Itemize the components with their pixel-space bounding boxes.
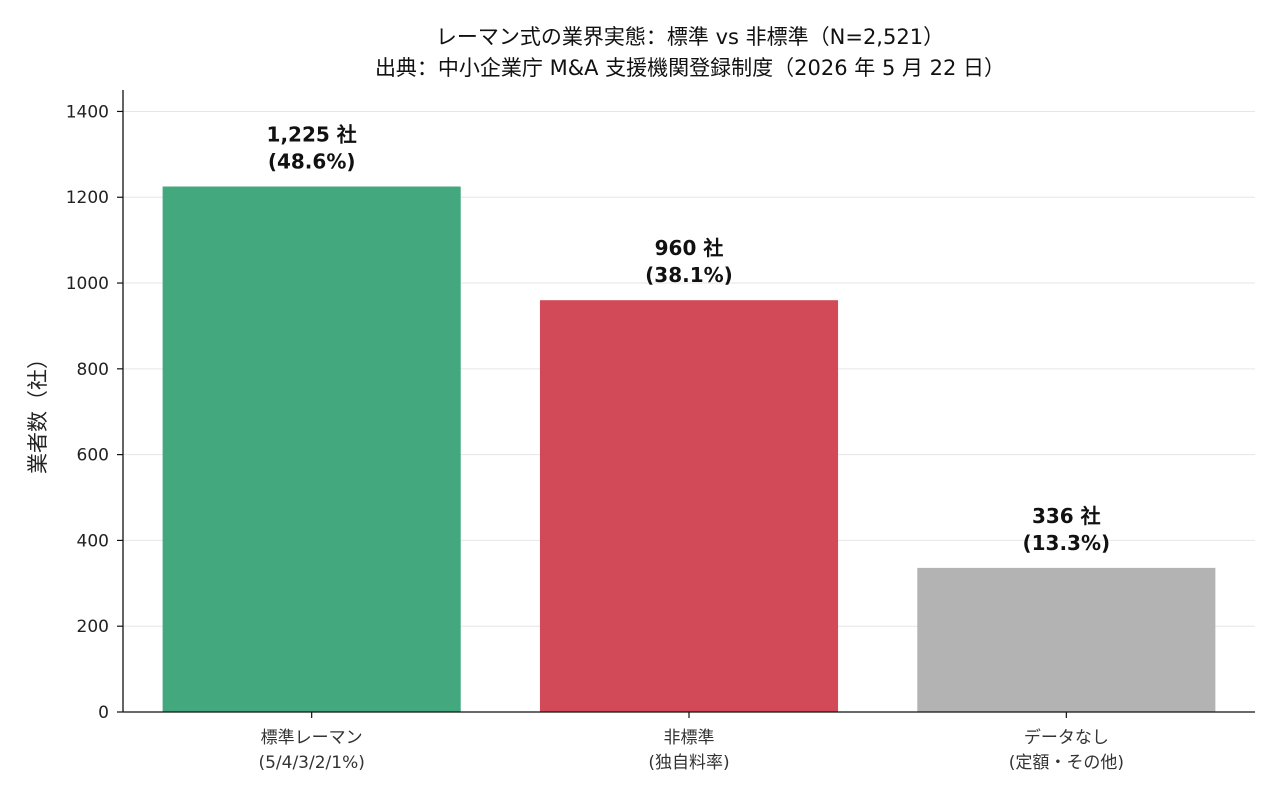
y-tick-label: 0 [98,703,109,723]
y-tick-label: 400 [77,531,109,551]
data-label: (38.1%) [645,263,733,287]
x-tick-label: 非標準 [664,728,715,748]
y-tick-label: 600 [77,446,109,466]
bar [539,300,839,712]
x-tick-label: (5/4/3/2/1%) [258,753,364,773]
y-axis: 0 200 400 600 800 1000 1200 1400 [66,90,124,723]
x-tick-label: (定額・その他) [1009,753,1124,773]
data-label: (48.6%) [268,150,356,174]
x-tick-label: (独自料率) [648,753,729,773]
data-labels: 1,225 社 (48.6%) 960 社 (38.1%) 336 社 (13.3%) [267,123,1111,555]
bar [162,186,461,713]
x-axis: 標準レーマン (5/4/3/2/1%) 非標準 (独自料率) データなし (定額・その他) [123,711,1255,773]
x-tick-label: 標準レーマン [261,728,363,748]
y-tick-label: 1400 [66,102,109,122]
y-tick-label: 1200 [66,188,109,208]
x-tick-label: データなし [1024,727,1109,748]
data-label: 960 社 [655,236,724,260]
y-axis-label: 業者数（社） [26,348,50,474]
data-label: (13.3%) [1022,531,1110,555]
y-tick-label: 1000 [66,274,109,294]
bars [162,186,1216,713]
data-label: 336 社 [1032,504,1101,528]
chart-subtitle: 出典：中小企業庁 M&A 支援機関登録制度（2026 年 5 月 22 日） [375,56,1005,80]
bar [917,567,1216,712]
chart-title: レーマン式の業界実態：標準 vs 非標準（N=2,521） [436,25,944,49]
y-tick-label: 200 [77,617,109,637]
y-tick-label: 800 [77,360,109,380]
data-label: 1,225 社 [267,123,357,147]
